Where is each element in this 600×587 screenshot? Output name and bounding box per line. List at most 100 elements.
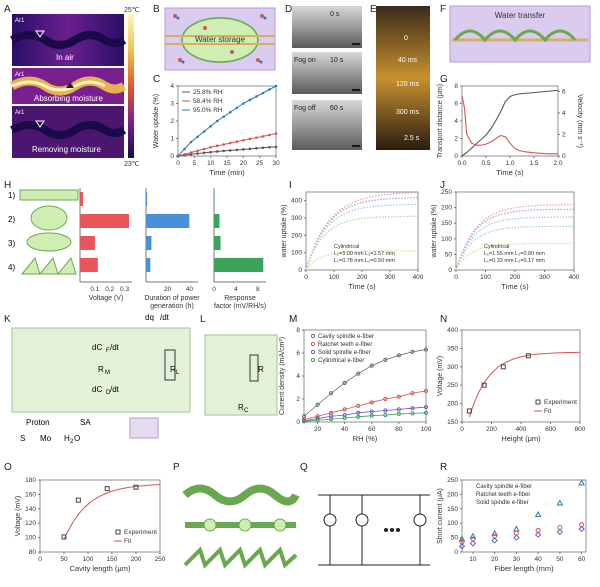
series-line [305, 197, 419, 271]
fit-line [303, 349, 427, 417]
fog-label-0s: 0 s [330, 11, 340, 18]
y-tick-label: 0 [298, 267, 302, 274]
plot-frame [177, 85, 277, 157]
x-axis-label: Time (s) [501, 282, 529, 291]
y-tick-label: 200 [447, 401, 458, 408]
bar [80, 192, 83, 206]
fog-label-off: Fog off [294, 105, 316, 112]
droplet-time-120ms: 120 ms [396, 81, 419, 88]
y-tick-label: 350 [447, 345, 458, 352]
bar-axis-title: Duration of power [144, 295, 200, 302]
data-point [491, 537, 498, 544]
bar [214, 192, 215, 206]
data-point [196, 149, 199, 153]
data-point [342, 380, 347, 385]
legend-label: 95.0% RH [193, 107, 223, 114]
l-c-sub: C [244, 408, 249, 414]
y-tick-label: 250 [441, 189, 452, 196]
data-point [248, 98, 252, 102]
legend-label: Cylindrical [484, 244, 509, 250]
marker-triangle-icon [35, 120, 45, 128]
data-point [491, 529, 498, 536]
legend-h2-sub: 2 [70, 439, 74, 445]
x-axis-label: Time (s) [496, 168, 524, 177]
thermal-caption-removing: Removing moisture [32, 145, 101, 154]
legend-marker [310, 357, 316, 363]
y-tick-label: 2 [454, 136, 458, 143]
x-tick-label: 30 [513, 556, 521, 563]
panel-letter-h: H [4, 180, 11, 191]
panel-f-water-transfer: Water transfer [449, 5, 591, 63]
x-axis-label: Time (s) [348, 282, 376, 291]
data-point [396, 407, 401, 412]
y-tick-label: 400 [447, 327, 458, 334]
legend-marker [535, 399, 541, 405]
data-point [369, 400, 374, 405]
legend-label: Ratchet teeth e-fiber [476, 492, 530, 498]
k-dq: dq [145, 313, 154, 322]
data-point [369, 363, 374, 368]
y-tick-label: 140 [25, 506, 36, 513]
legend-proton: Proton [26, 418, 50, 427]
panel-letter-m: M [289, 314, 297, 325]
fit-line [303, 390, 427, 421]
data-point [396, 353, 401, 358]
data-point [356, 410, 361, 415]
data-point [248, 147, 252, 151]
y-tick-label: 2 [170, 118, 174, 125]
series-line [305, 192, 419, 271]
data-point [189, 151, 193, 154]
x-tick-label: 0 [454, 274, 458, 281]
legend-label: Fit [544, 408, 551, 415]
row-label-1: 1) [8, 191, 15, 200]
data-point [202, 151, 206, 155]
data-point [183, 147, 186, 151]
y-axis-label: Transport distance (μm) [437, 84, 444, 158]
legend-marker [310, 333, 316, 339]
panel-letter-b: B [153, 4, 160, 15]
panel-letter-f: F [440, 4, 446, 15]
legend-label: Experiment [544, 399, 577, 406]
data-point [356, 403, 361, 408]
data-point [222, 149, 226, 153]
legend-label: L₁=0.33 mm L₂=0.17 mm [484, 258, 545, 264]
legend-label: Solid spindle e-fiber [318, 350, 371, 356]
data-point [209, 124, 212, 128]
data-point [578, 525, 585, 533]
series-line [305, 250, 419, 271]
data-point [556, 528, 564, 536]
data-point [189, 140, 193, 144]
data-point [61, 534, 67, 540]
x-tick-label: 60 [578, 556, 586, 563]
x-tick-label: 50 [556, 556, 564, 563]
data-point [235, 140, 239, 143]
legend-marker [310, 341, 316, 347]
data-point [329, 391, 334, 396]
data-point [396, 394, 401, 399]
x-tick-label: 100 [83, 556, 94, 563]
panel-letter-r: R [440, 462, 447, 473]
k-dcf: dC [92, 343, 102, 352]
y-tick-label: 8 [296, 327, 300, 334]
x-tick-label: 250 [155, 556, 166, 563]
k-rm: R [98, 365, 104, 374]
bar [80, 236, 95, 250]
thermal-tag: Ar1 [15, 18, 25, 24]
fit-line [63, 484, 161, 540]
k-d-sub: D [106, 390, 111, 396]
data-point [383, 413, 388, 418]
chart-r-short-current: 10 20 30 40 50 60 0 50 100 150 200 250 Fiber length … [437, 477, 587, 573]
legend-label: Cylindrical [334, 244, 359, 250]
data-point [209, 145, 212, 149]
bar-tick-label: 0.3 [120, 286, 129, 293]
y-tick-label: 400 [291, 198, 302, 205]
legend-label: Cavity spindle e-fiber [476, 484, 532, 490]
temperature-colorbar [128, 14, 134, 158]
data-point [369, 413, 374, 418]
panel-letter-i: I [289, 180, 292, 191]
data-point [556, 499, 564, 506]
data-point [315, 402, 320, 407]
bar [214, 214, 220, 228]
y-tick-label: 50 [451, 535, 459, 542]
legend-label: Fit [124, 538, 131, 545]
